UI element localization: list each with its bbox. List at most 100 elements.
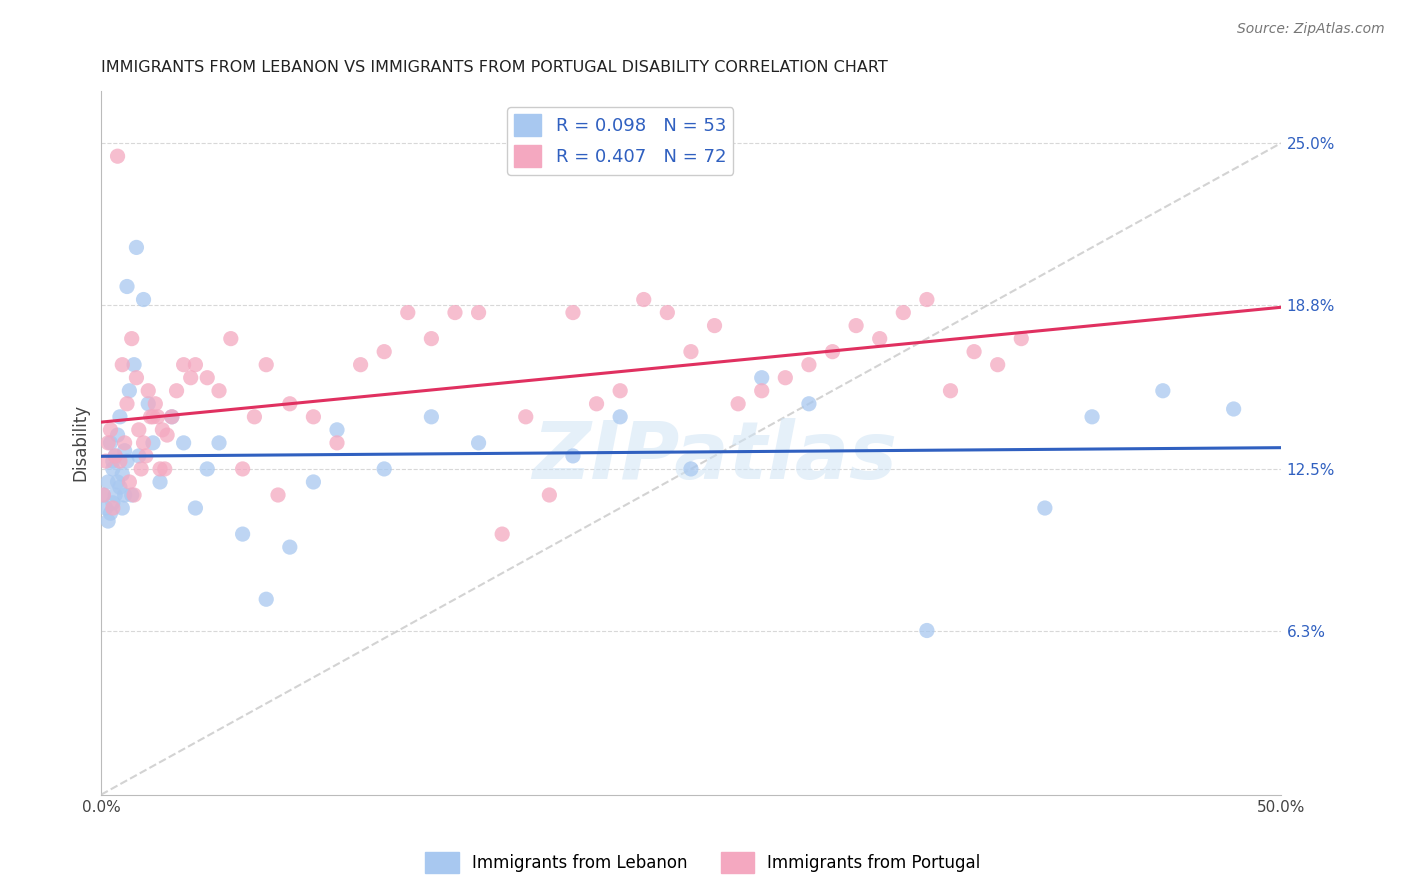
Point: [243, 409, 266, 424]
Point: [208, 435, 231, 450]
Point: [121, 488, 143, 502]
Point: [122, 358, 145, 372]
Point: [108, 454, 131, 468]
Point: [129, 462, 152, 476]
Point: [657, 305, 679, 319]
Point: [94, 501, 117, 516]
Point: [373, 344, 395, 359]
Point: [1222, 402, 1244, 417]
Point: [111, 501, 134, 516]
Point: [845, 318, 868, 333]
Point: [101, 454, 124, 468]
Point: [184, 501, 207, 516]
Point: [821, 344, 844, 359]
Point: [219, 332, 242, 346]
Point: [114, 488, 136, 502]
Point: [136, 397, 159, 411]
Point: [373, 462, 395, 476]
Point: [114, 435, 136, 450]
Point: [166, 384, 188, 398]
Point: [152, 423, 174, 437]
Point: [396, 305, 419, 319]
Point: [467, 305, 489, 319]
Point: [180, 370, 202, 384]
Point: [100, 423, 122, 437]
Point: [118, 475, 141, 489]
Point: [751, 384, 773, 398]
Point: [420, 409, 443, 424]
Point: [195, 370, 218, 384]
Point: [254, 358, 277, 372]
Point: [727, 397, 749, 411]
Point: [208, 384, 231, 398]
Point: [444, 305, 467, 319]
Point: [609, 384, 631, 398]
Point: [118, 384, 141, 398]
Point: [160, 409, 183, 424]
Point: [278, 397, 301, 411]
Point: [1152, 384, 1174, 398]
Point: [302, 475, 325, 489]
Point: [232, 462, 254, 476]
Point: [562, 305, 585, 319]
Point: [538, 488, 561, 502]
Point: [153, 462, 176, 476]
Point: [156, 428, 179, 442]
Point: [797, 397, 820, 411]
Point: [142, 409, 165, 424]
Point: [100, 435, 122, 450]
Point: [125, 370, 148, 384]
Point: [751, 370, 773, 384]
Point: [349, 358, 371, 372]
Point: [93, 488, 115, 502]
Point: [132, 435, 155, 450]
Point: [609, 409, 631, 424]
Point: [326, 423, 349, 437]
Point: [142, 435, 165, 450]
Point: [302, 409, 325, 424]
Point: [114, 443, 136, 458]
Point: [1033, 501, 1056, 516]
Point: [915, 624, 938, 638]
Point: [108, 409, 131, 424]
Point: [94, 454, 117, 468]
Point: [467, 435, 489, 450]
Point: [679, 344, 702, 359]
Point: [115, 279, 138, 293]
Point: [125, 240, 148, 254]
Point: [420, 332, 443, 346]
Point: [146, 409, 169, 424]
Point: [97, 435, 120, 450]
Point: [107, 149, 129, 163]
Point: [1010, 332, 1032, 346]
Point: [107, 475, 129, 489]
Point: [278, 540, 301, 554]
Point: [515, 409, 537, 424]
Point: [111, 358, 134, 372]
Point: [679, 462, 702, 476]
Point: [160, 409, 183, 424]
Text: IMMIGRANTS FROM LEBANON VS IMMIGRANTS FROM PORTUGAL DISABILITY CORRELATION CHART: IMMIGRANTS FROM LEBANON VS IMMIGRANTS FR…: [101, 60, 887, 75]
Point: [136, 384, 159, 398]
Point: [149, 462, 172, 476]
Point: [939, 384, 962, 398]
Point: [115, 454, 138, 468]
Point: [797, 358, 820, 372]
Point: [97, 514, 120, 528]
Point: [128, 423, 150, 437]
Point: [267, 488, 290, 502]
Point: [122, 488, 145, 502]
Point: [254, 592, 277, 607]
Point: [132, 293, 155, 307]
Point: [775, 370, 797, 384]
Point: [107, 428, 129, 442]
Legend: Immigrants from Lebanon, Immigrants from Portugal: Immigrants from Lebanon, Immigrants from…: [419, 846, 987, 880]
Point: [111, 467, 134, 482]
Point: [963, 344, 986, 359]
Point: [135, 449, 157, 463]
Point: [104, 488, 127, 502]
Point: [97, 475, 120, 489]
Point: [173, 435, 195, 450]
Point: [633, 293, 655, 307]
Point: [1081, 409, 1104, 424]
